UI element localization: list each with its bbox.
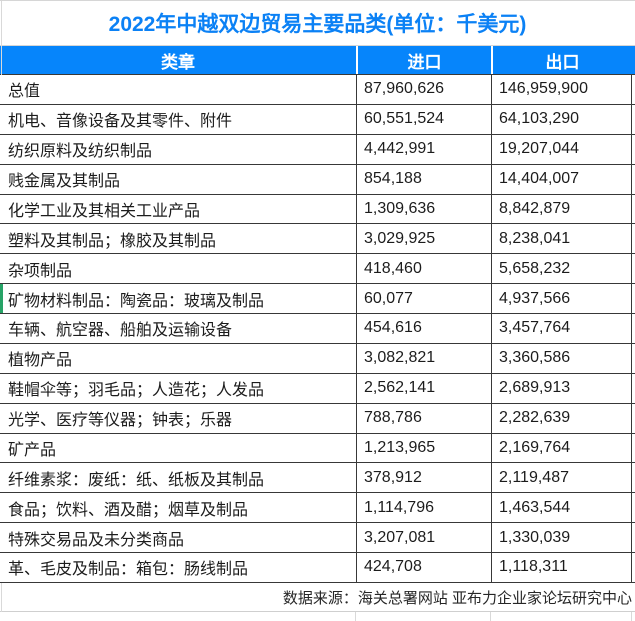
import-value-cell: 854,188	[356, 164, 491, 194]
import-value-cell: 418,460	[356, 254, 491, 284]
category-cell: 杂项制品	[8, 262, 73, 280]
table-row: 食品；饮料、酒及醋；烟草及制品 1,114,796 1,463,544	[0, 493, 635, 524]
category-cell: 矿物材料制品：陶瓷品：玻璃及制品	[8, 292, 265, 310]
export-value-cell: 1,118,311	[491, 553, 632, 582]
category-cell: 纤维素浆：废纸：纸、纸板及其制品	[8, 471, 265, 489]
import-value-cell: 788,786	[356, 403, 491, 433]
import-value-cell: 3,207,081	[356, 523, 491, 552]
import-value-cell: 3,082,821	[356, 343, 491, 373]
category-cell: 革、毛皮及制品：箱包：肠线制品	[8, 561, 249, 579]
data-source-note: 数据来源：海关总署网站 亚布力企业家论坛研究中心	[0, 583, 635, 612]
column-header-import: 进口	[356, 46, 491, 74]
table-row: 纤维素浆：废纸：纸、纸板及其制品 378,912 2,119,487	[0, 463, 635, 494]
title-row: 2022年中越双边贸易主要品类(单位：千美元)	[0, 1, 635, 46]
export-value-cell: 1,463,544	[491, 493, 632, 523]
category-cell: 总值	[8, 83, 41, 101]
import-value-cell: 1,213,965	[356, 433, 491, 463]
table-row: 总值 87,960,626 146,959,900	[0, 75, 635, 105]
column-header-export: 出口	[491, 46, 632, 74]
table-row: 塑料及其制品；橡胶及其制品 3,029,925 8,238,041	[0, 224, 635, 255]
table-row: 矿产品 1,213,965 2,169,764	[0, 433, 635, 464]
gridline-stub	[631, 612, 632, 621]
export-value-cell: 2,119,487	[491, 463, 632, 493]
import-value-cell: 1,114,796	[356, 493, 491, 523]
import-value-cell: 4,442,991	[356, 134, 491, 164]
import-value-cell: 2,562,141	[356, 373, 491, 403]
category-cell: 塑料及其制品；橡胶及其制品	[8, 232, 217, 250]
export-value-cell: 3,360,586	[491, 343, 632, 373]
category-cell: 光学、医疗等仪器；钟表；乐器	[8, 412, 233, 430]
category-cell: 机电、音像设备及其零件、附件	[8, 113, 233, 131]
export-value-cell: 8,238,041	[491, 224, 632, 254]
import-value-cell: 378,912	[356, 463, 491, 493]
export-value-cell: 2,282,639	[491, 403, 632, 433]
export-value-cell: 3,457,764	[491, 314, 632, 343]
partial-next-row	[0, 612, 635, 621]
row-green-marker	[0, 284, 3, 313]
category-cell: 贱金属及其制品	[8, 173, 121, 191]
table-row: 特殊交易品及未分类商品 3,207,081 1,330,039	[0, 523, 635, 553]
export-value-cell: 2,689,913	[491, 373, 632, 403]
table-row: 革、毛皮及制品：箱包：肠线制品 424,708 1,118,311	[0, 553, 635, 583]
export-value-cell: 4,937,566	[491, 284, 632, 313]
import-value-cell: 60,077	[356, 284, 491, 313]
category-cell: 矿产品	[8, 441, 57, 459]
import-value-cell: 60,551,524	[356, 104, 491, 134]
table-row: 机电、音像设备及其零件、附件 60,551,524 64,103,290	[0, 104, 635, 135]
category-cell: 食品；饮料、酒及醋；烟草及制品	[8, 501, 249, 519]
import-value-cell: 3,029,925	[356, 224, 491, 254]
table-row: 鞋帽伞等；羽毛品；人造花；人发品 2,562,141 2,689,913	[0, 373, 635, 404]
table-row: 杂项制品 418,460 5,658,232	[0, 254, 635, 285]
page-title: 2022年中越双边贸易主要品类(单位：千美元)	[108, 13, 527, 36]
category-cell: 鞋帽伞等；羽毛品；人造花；人发品	[8, 382, 265, 400]
import-value-cell: 87,960,626	[356, 75, 491, 104]
table-row: 光学、医疗等仪器；钟表；乐器 788,786 2,282,639	[0, 403, 635, 434]
gridline-stub	[355, 612, 356, 621]
import-value-cell: 454,616	[356, 314, 491, 343]
table-body: 总值 87,960,626 146,959,900 机电、音像设备及其零件、附件 60,…	[0, 75, 635, 583]
category-cell: 纺织原料及纺织制品	[8, 143, 153, 161]
export-value-cell: 8,842,879	[491, 194, 632, 224]
table-header-row: 类章 进口 出口	[0, 46, 635, 75]
column-header-category: 类章	[161, 52, 195, 72]
export-value-cell: 146,959,900	[491, 75, 632, 104]
table-row: 贱金属及其制品 854,188 14,404,007	[0, 164, 635, 195]
export-value-cell: 14,404,007	[491, 164, 632, 194]
table-row: 车辆、航空器、船舶及运输设备 454,616 3,457,764	[0, 314, 635, 344]
gridline-stub	[490, 612, 491, 621]
export-value-cell: 1,330,039	[491, 523, 632, 552]
category-cell: 车辆、航空器、船舶及运输设备	[8, 322, 233, 340]
table-row: 纺织原料及纺织制品 4,442,991 19,207,044	[0, 134, 635, 165]
export-value-cell: 19,207,044	[491, 134, 632, 164]
category-cell: 特殊交易品及未分类商品	[8, 531, 185, 549]
table-row: 化学工业及其相关工业产品 1,309,636 8,842,879	[0, 194, 635, 225]
category-cell: 化学工业及其相关工业产品	[8, 202, 201, 220]
category-cell: 植物产品	[8, 352, 73, 370]
export-value-cell: 2,169,764	[491, 433, 632, 463]
table-row: 植物产品 3,082,821 3,360,586	[0, 343, 635, 374]
import-value-cell: 424,708	[356, 553, 491, 582]
table-row: 矿物材料制品：陶瓷品：玻璃及制品 60,077 4,937,566	[0, 284, 635, 314]
export-value-cell: 64,103,290	[491, 104, 632, 134]
export-value-cell: 5,658,232	[491, 254, 632, 284]
import-value-cell: 1,309,636	[356, 194, 491, 224]
